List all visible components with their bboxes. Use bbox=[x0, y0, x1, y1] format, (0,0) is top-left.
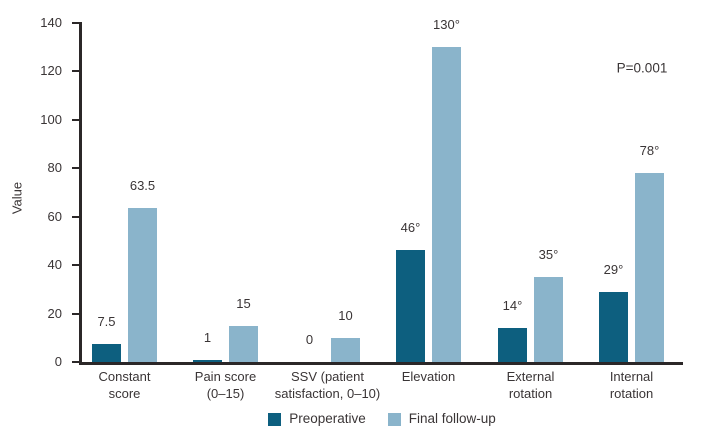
value-label-final-follow-up-external-rotation: 35° bbox=[538, 247, 559, 262]
x-axis-line bbox=[79, 362, 683, 365]
bar-preoperative-elevation bbox=[396, 250, 425, 362]
y-tick-mark-140 bbox=[72, 21, 79, 24]
value-label-final-follow-up-constant-score: 63.5 bbox=[129, 178, 156, 193]
legend-swatch-final-follow-up bbox=[387, 412, 401, 426]
y-tick-label-100: 100 bbox=[40, 111, 62, 127]
y-tick-mark-40 bbox=[72, 264, 79, 266]
y-tick-label-20: 20 bbox=[47, 305, 62, 321]
bar-final-follow-up-internal-rotation bbox=[635, 173, 664, 362]
value-label-final-follow-up-ssv-patient-satisfaction-0-10: 10 bbox=[338, 308, 353, 323]
value-label-preoperative-pain-score-0-15: 1 bbox=[203, 330, 212, 345]
bar-final-follow-up-elevation bbox=[432, 47, 461, 362]
x-category-label-pain-score-0-15: Pain score (0–15) bbox=[194, 369, 257, 401]
y-tick-mark-120 bbox=[72, 70, 79, 72]
y-tick-label-40: 40 bbox=[47, 257, 62, 272]
bar-final-follow-up-ssv-patient-satisfaction-0-10 bbox=[331, 338, 360, 362]
p-value-annotation: P=0.001 bbox=[616, 60, 668, 76]
bar-preoperative-external-rotation bbox=[498, 328, 527, 362]
value-label-preoperative-elevation: 46° bbox=[400, 220, 421, 235]
y-tick-label-0: 0 bbox=[54, 354, 62, 369]
bar-final-follow-up-pain-score-0-15 bbox=[229, 326, 258, 362]
legend-label-final-follow-up: Final follow-up bbox=[408, 411, 496, 426]
legend-item-preoperative: Preoperative bbox=[268, 411, 366, 427]
y-tick-label-140: 140 bbox=[40, 14, 62, 30]
y-tick-mark-100 bbox=[72, 118, 79, 121]
x-category-label-elevation: Elevation bbox=[401, 369, 456, 384]
legend-item-final-follow-up: Final follow-up bbox=[387, 411, 496, 427]
value-label-final-follow-up-internal-rotation: 78° bbox=[639, 143, 660, 158]
legend: Preoperative Final follow-up bbox=[80, 411, 684, 427]
legend-label-preoperative: Preoperative bbox=[289, 411, 366, 426]
legend-swatch-preoperative bbox=[268, 412, 282, 426]
x-category-label-constant-score: Constant score bbox=[98, 369, 151, 401]
bar-final-follow-up-constant-score bbox=[128, 208, 157, 362]
y-tick-mark-0 bbox=[72, 361, 79, 363]
x-category-label-internal-rotation: Internal rotation bbox=[609, 369, 654, 401]
y-tick-mark-20 bbox=[72, 312, 79, 315]
x-category-label-external-rotation: External rotation bbox=[506, 369, 555, 401]
value-label-preoperative-constant-score: 7.5 bbox=[97, 314, 116, 329]
bar-preoperative-pain-score-0-15 bbox=[193, 360, 222, 362]
y-tick-label-60: 60 bbox=[47, 208, 62, 224]
y-tick-label-80: 80 bbox=[47, 160, 62, 175]
y-tick-mark-80 bbox=[72, 167, 79, 169]
bar-final-follow-up-external-rotation bbox=[534, 277, 563, 362]
y-tick-mark-60 bbox=[72, 215, 79, 218]
value-label-final-follow-up-elevation: 130° bbox=[433, 17, 460, 32]
value-label-preoperative-internal-rotation: 29° bbox=[603, 262, 624, 277]
y-axis-line bbox=[79, 22, 82, 365]
value-label-final-follow-up-pain-score-0-15: 15 bbox=[236, 296, 251, 311]
bar-preoperative-internal-rotation bbox=[599, 292, 628, 362]
value-label-preoperative-ssv-patient-satisfaction-0-10: 0 bbox=[305, 332, 314, 347]
bar-preoperative-constant-score bbox=[92, 344, 121, 362]
x-category-label-ssv-patient-satisfaction-0-10: SSV (patient satisfaction, 0–10) bbox=[274, 369, 381, 401]
value-label-preoperative-external-rotation: 14° bbox=[502, 298, 523, 313]
y-tick-label-120: 120 bbox=[40, 63, 62, 78]
